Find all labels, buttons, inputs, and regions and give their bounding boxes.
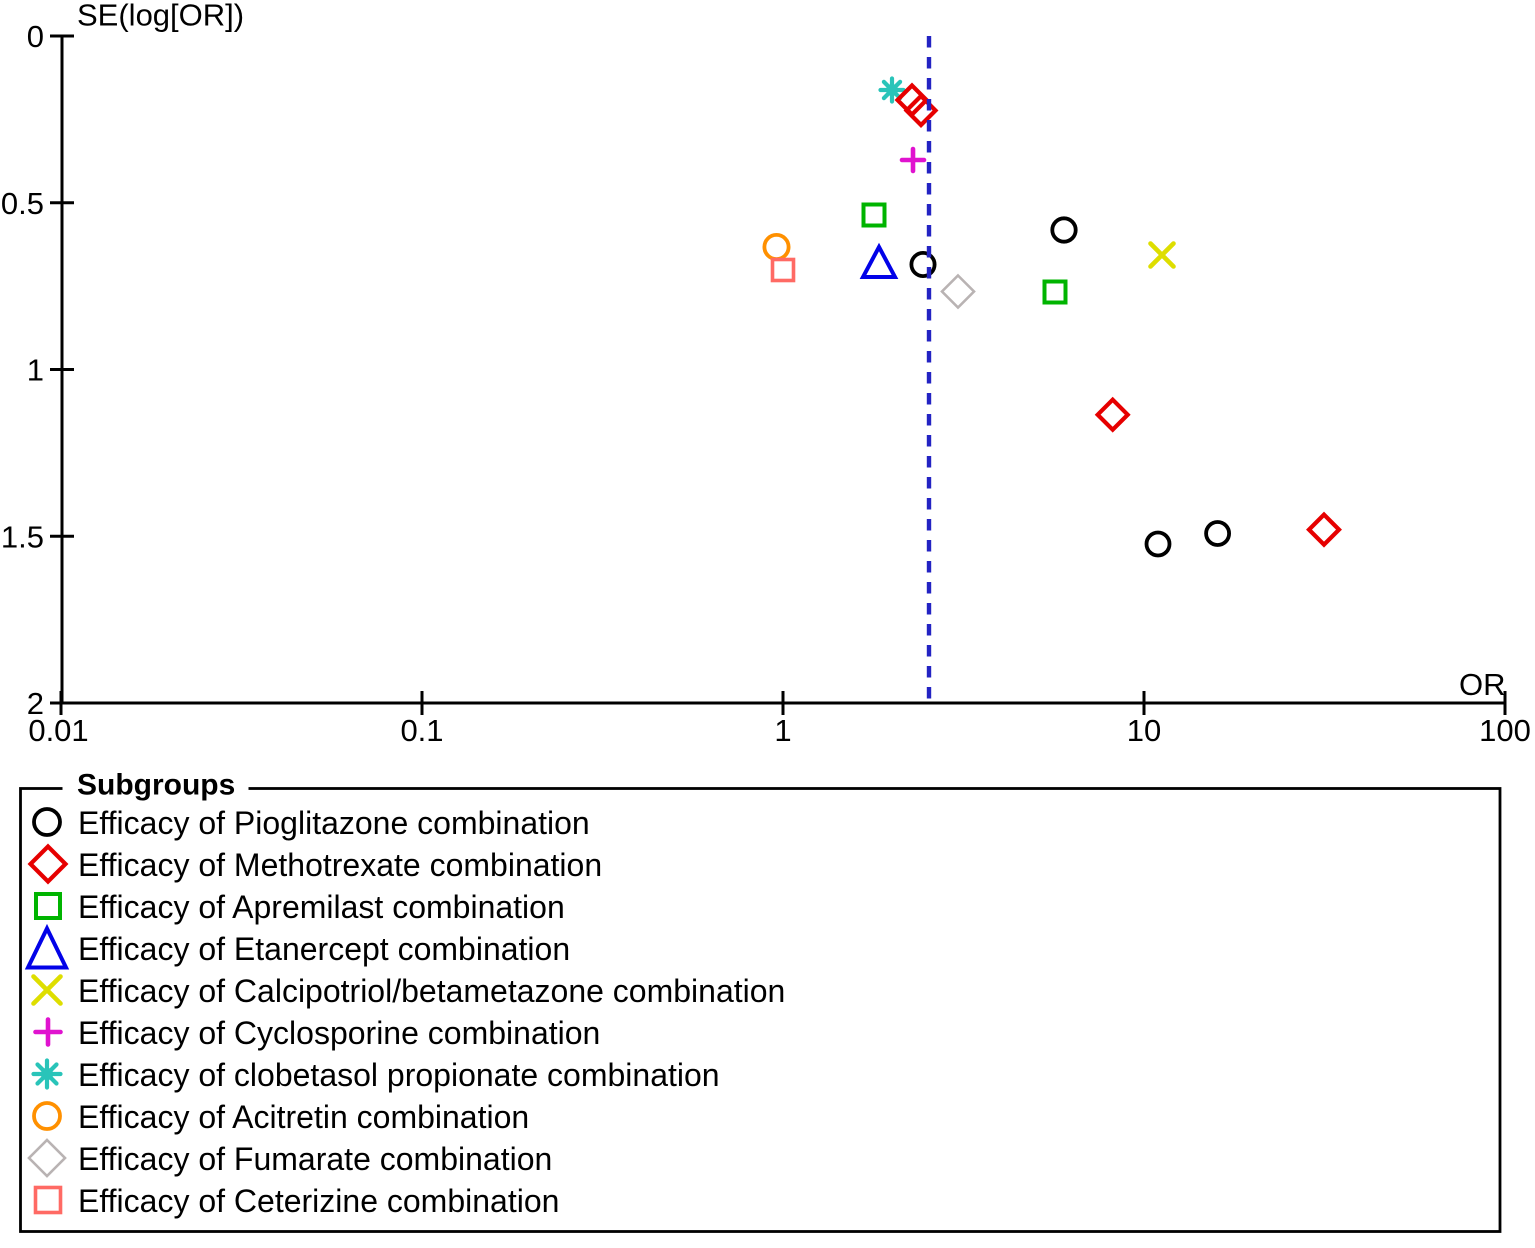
svg-text:0.1: 0.1 <box>400 713 443 748</box>
svg-text:10: 10 <box>1127 713 1161 748</box>
svg-text:100: 100 <box>1479 713 1531 748</box>
svg-text:Efficacy of Fumarate combinati: Efficacy of Fumarate combination <box>78 1141 552 1177</box>
svg-text:Efficacy of Etanercept combina: Efficacy of Etanercept combination <box>78 931 570 967</box>
svg-text:OR: OR <box>1459 667 1506 702</box>
svg-text:1.5: 1.5 <box>1 519 44 554</box>
svg-text:Efficacy of Apremilast combina: Efficacy of Apremilast combination <box>78 889 565 925</box>
svg-text:Efficacy of Methotrexate combi: Efficacy of Methotrexate combination <box>78 847 602 883</box>
svg-text:SE(log[OR]): SE(log[OR]) <box>77 0 244 33</box>
svg-text:1: 1 <box>27 353 44 388</box>
svg-text:Efficacy of Cyclosporine combi: Efficacy of Cyclosporine combination <box>78 1015 600 1051</box>
svg-text:Efficacy of clobetasol propion: Efficacy of clobetasol propionate combin… <box>78 1057 720 1093</box>
svg-text:Efficacy of Pioglitazone combi: Efficacy of Pioglitazone combination <box>78 805 590 841</box>
svg-text:0.5: 0.5 <box>1 186 44 221</box>
svg-text:Efficacy of Calcipotriol/betam: Efficacy of Calcipotriol/betametazone co… <box>78 973 785 1009</box>
svg-text:Efficacy of Acitretin combinat: Efficacy of Acitretin combination <box>78 1099 529 1135</box>
svg-text:1: 1 <box>774 713 791 748</box>
svg-text:Subgroups: Subgroups <box>77 769 235 802</box>
svg-text:0: 0 <box>27 19 44 54</box>
svg-text:Efficacy of Ceterizine combina: Efficacy of Ceterizine combination <box>78 1183 559 1219</box>
svg-text:2: 2 <box>27 686 44 721</box>
svg-text:0.01: 0.01 <box>28 713 88 748</box>
